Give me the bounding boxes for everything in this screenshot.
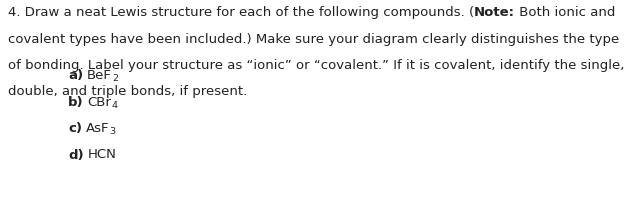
- Text: BeF: BeF: [87, 69, 112, 82]
- Text: covalent types have been included.) Make sure your diagram clearly distinguishes: covalent types have been included.) Make…: [8, 32, 619, 46]
- Text: c): c): [68, 122, 82, 135]
- Text: 3: 3: [110, 128, 115, 136]
- Text: b): b): [68, 95, 84, 109]
- Text: 4: 4: [112, 101, 117, 110]
- Text: HCN: HCN: [88, 148, 117, 162]
- Text: AsF: AsF: [86, 122, 110, 135]
- Text: 2: 2: [112, 74, 118, 84]
- Text: double, and triple bonds, if present.: double, and triple bonds, if present.: [8, 86, 247, 98]
- Text: of bonding. Label your structure as “ionic” or “covalent.” If it is covalent, id: of bonding. Label your structure as “ion…: [8, 59, 625, 72]
- Text: a): a): [68, 69, 83, 82]
- Text: 4. Draw a neat Lewis structure for each of the following compounds. (: 4. Draw a neat Lewis structure for each …: [8, 6, 474, 19]
- Text: CBr: CBr: [88, 95, 112, 109]
- Text: d): d): [68, 148, 84, 162]
- Text: Both ionic and: Both ionic and: [515, 6, 615, 19]
- Text: Note:: Note:: [474, 6, 515, 19]
